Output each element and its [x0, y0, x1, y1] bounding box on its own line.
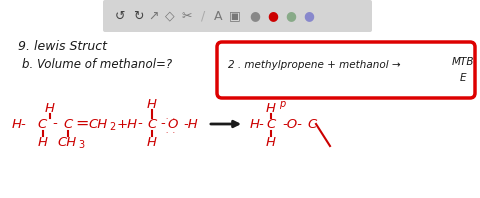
Text: H: H: [45, 102, 55, 114]
Text: -: -: [53, 117, 58, 130]
Text: E: E: [460, 73, 466, 83]
Text: ●: ●: [303, 10, 314, 23]
Text: O: O: [168, 117, 178, 130]
Text: H-: H-: [250, 117, 265, 130]
FancyBboxPatch shape: [103, 0, 372, 32]
Text: C: C: [266, 117, 276, 130]
Text: C: C: [37, 117, 47, 130]
Text: ↗: ↗: [149, 10, 159, 23]
Text: 2: 2: [109, 122, 115, 132]
Text: C: C: [63, 117, 72, 130]
Text: 9. lewis Struct: 9. lewis Struct: [18, 39, 107, 52]
Text: ●: ●: [267, 10, 278, 23]
Text: ↻: ↻: [133, 10, 143, 23]
Text: ✂: ✂: [182, 10, 192, 23]
Text: +H: +H: [117, 117, 138, 130]
Text: =: =: [75, 115, 89, 130]
Text: ●: ●: [286, 10, 297, 23]
Text: A: A: [214, 10, 222, 23]
Text: 3: 3: [78, 140, 84, 150]
Text: H: H: [38, 135, 48, 148]
Text: 2 . methylpropene + methanol →: 2 . methylpropene + methanol →: [228, 60, 401, 70]
Text: p: p: [279, 99, 285, 109]
Text: ↺: ↺: [115, 10, 125, 23]
Text: /: /: [201, 10, 205, 23]
Text: -: -: [161, 117, 166, 130]
Text: CH: CH: [88, 117, 108, 130]
FancyBboxPatch shape: [217, 42, 475, 98]
Text: -H: -H: [183, 117, 198, 130]
Text: .  .: . .: [167, 128, 176, 134]
Text: MTB: MTB: [452, 57, 475, 67]
Text: -: -: [138, 117, 143, 130]
Text: H: H: [147, 97, 157, 110]
Text: C: C: [147, 117, 156, 130]
Text: -O-: -O-: [282, 117, 302, 130]
Text: H-: H-: [12, 117, 27, 130]
Text: CH: CH: [58, 135, 77, 148]
Text: ▣: ▣: [229, 10, 241, 23]
Text: ◇: ◇: [165, 10, 175, 23]
Text: H: H: [147, 135, 157, 148]
Text: .  .: . .: [167, 114, 176, 120]
Text: H: H: [266, 102, 276, 114]
Text: ●: ●: [250, 10, 261, 23]
Text: H: H: [266, 135, 276, 148]
Text: b. Volume of methanol=?: b. Volume of methanol=?: [22, 58, 172, 71]
Text: C: C: [307, 117, 316, 130]
